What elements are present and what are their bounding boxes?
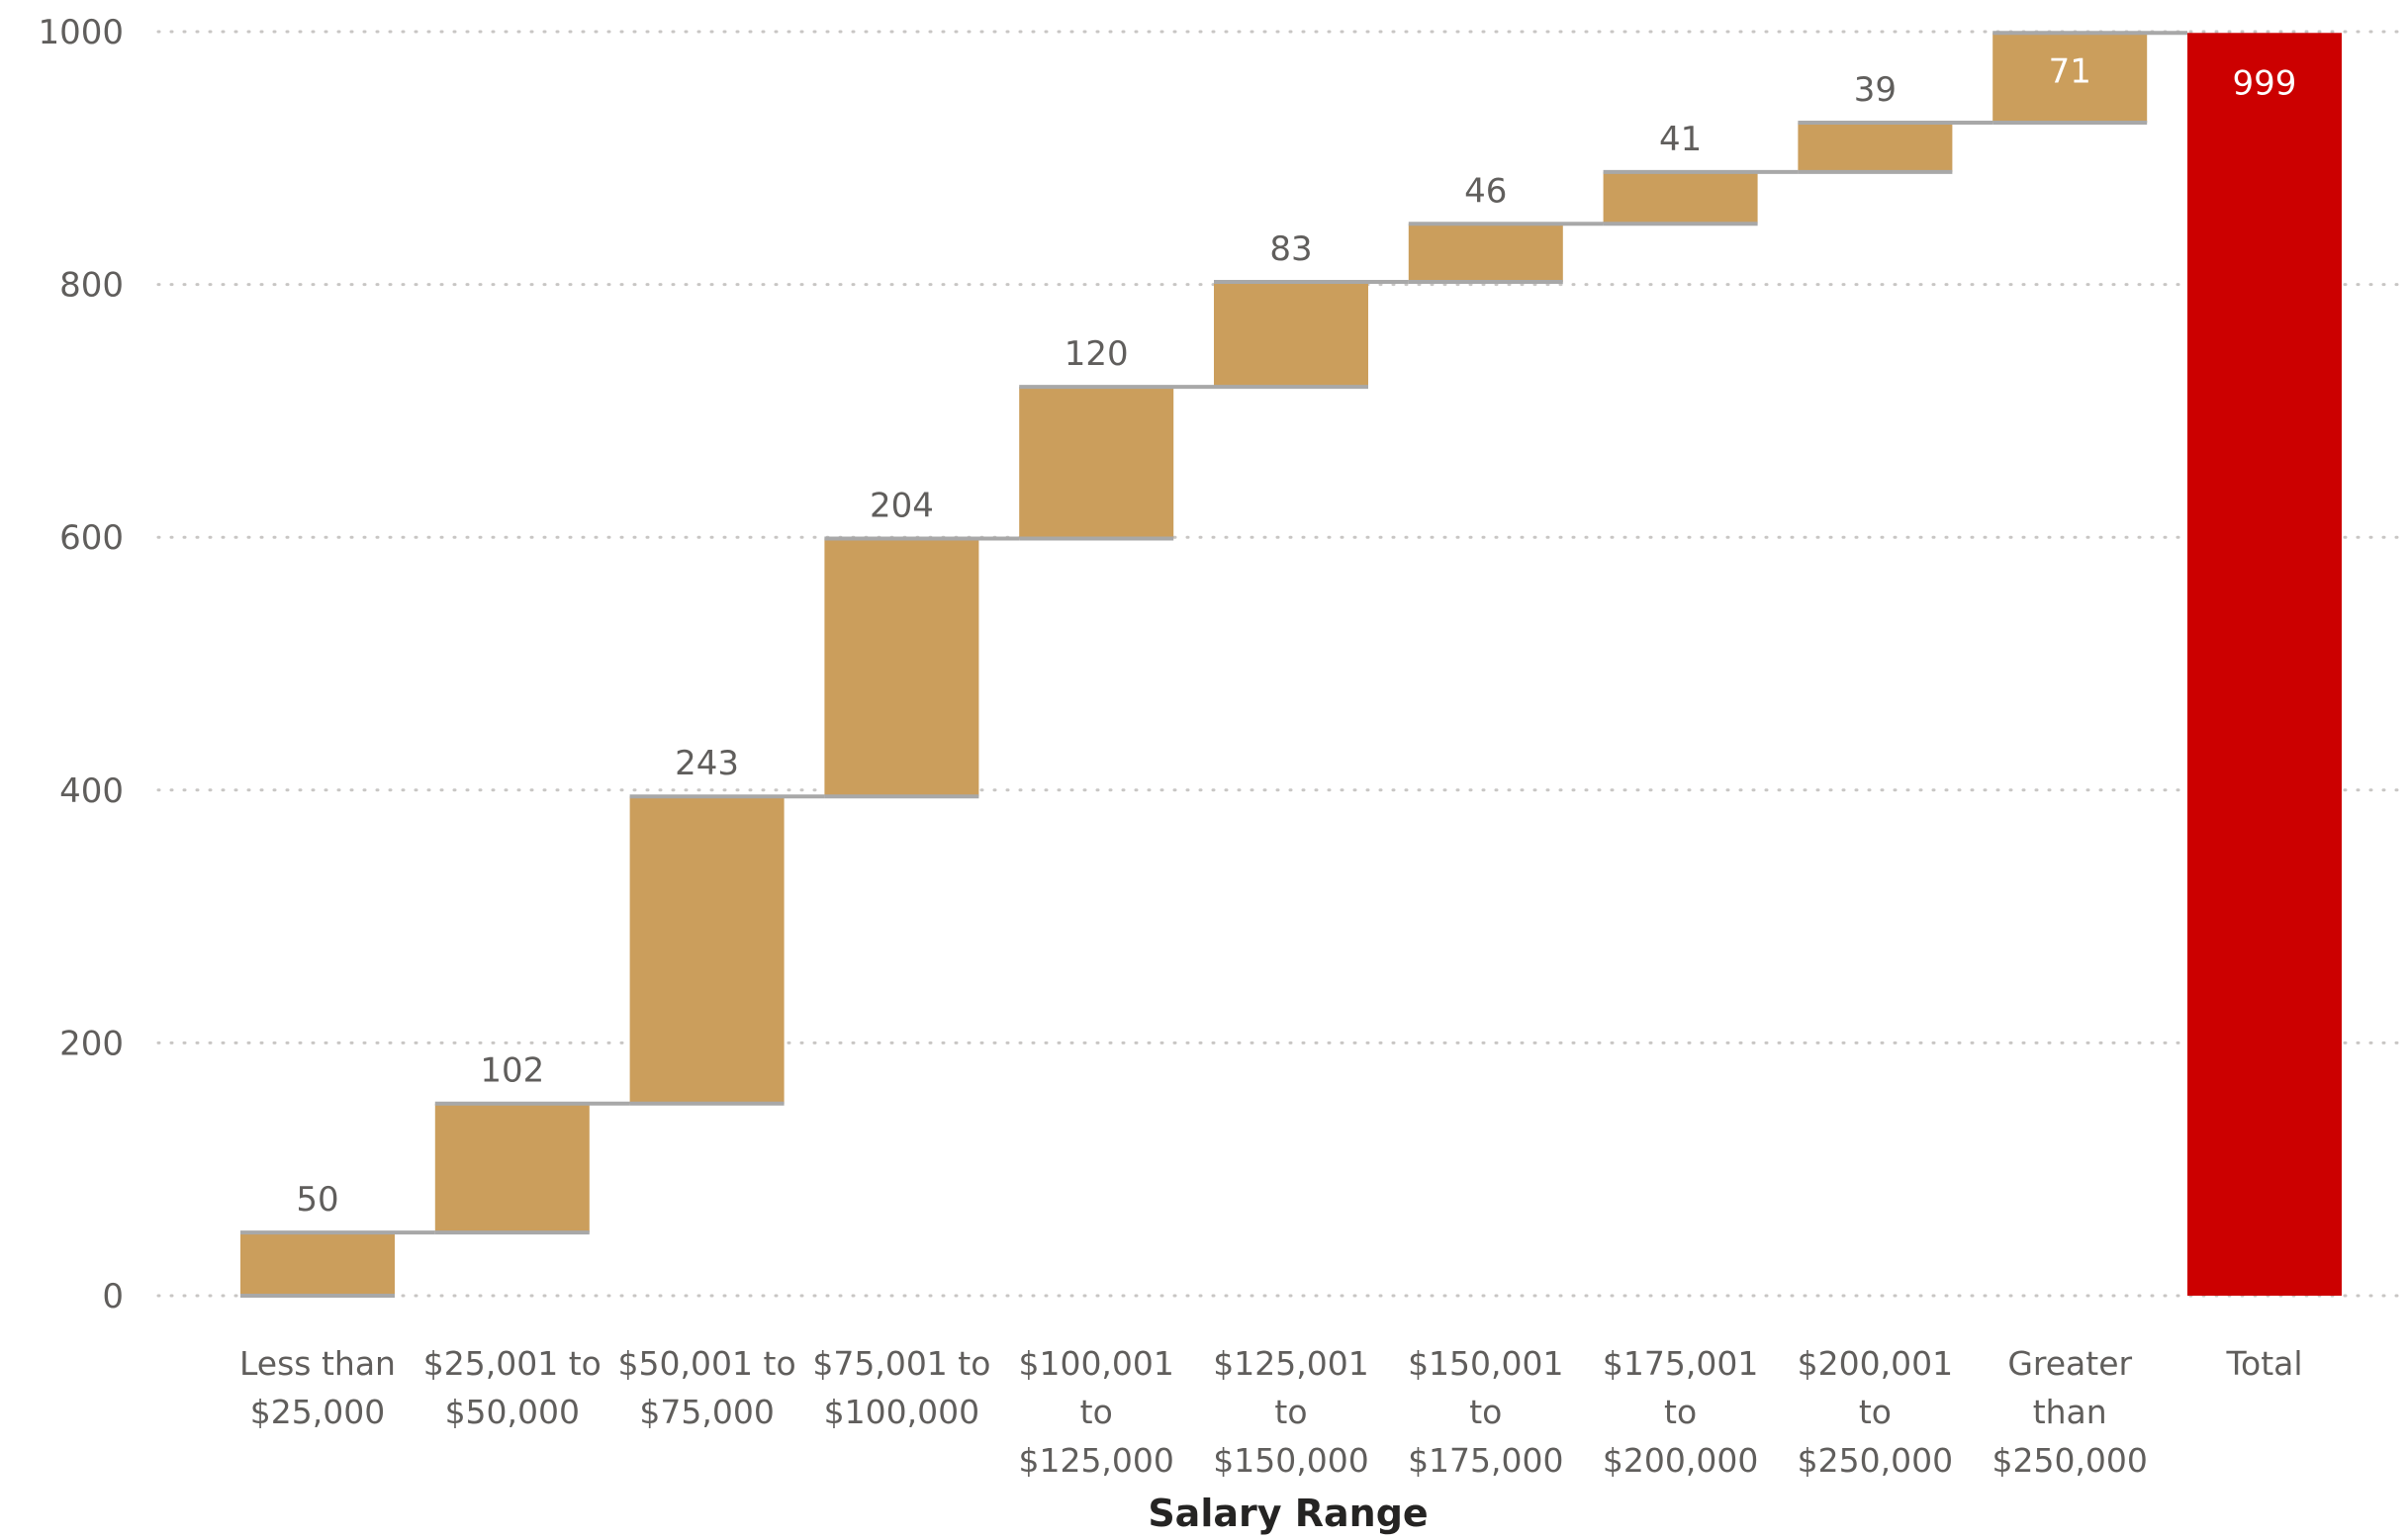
x-tick-label: $75,001 to $100,000 xyxy=(812,1344,990,1431)
x-tick-label: $25,001 to $50,000 xyxy=(423,1344,602,1431)
x-tick-label: $125,001 to $150,000 xyxy=(1213,1344,1368,1480)
x-axis-title: Salary Range xyxy=(1148,1492,1428,1535)
x-tick-label-total: Total xyxy=(2225,1344,2302,1383)
y-tick-label: 1000 xyxy=(38,13,124,52)
waterfall-bar xyxy=(629,796,785,1104)
waterfall-bar xyxy=(1214,282,1368,388)
x-tick-label: Less than $25,000 xyxy=(239,1344,396,1431)
data-label: 46 xyxy=(1464,171,1507,211)
data-label: 243 xyxy=(675,744,739,783)
connectors xyxy=(240,31,2187,1298)
data-label: 41 xyxy=(1659,120,1702,159)
x-axis-ticks: Less than $25,000 $25,001 to $50,000$50,001… xyxy=(239,1344,2303,1480)
x-tick-label: $100,001 to $125,000 xyxy=(1018,1344,1173,1480)
y-tick-label: 200 xyxy=(59,1024,124,1063)
y-axis-ticks: 0 200 400 600 800 1000 xyxy=(38,13,124,1316)
x-tick-label: $200,001 to $250,000 xyxy=(1798,1344,1953,1480)
y-tick-label: 800 xyxy=(59,266,124,306)
waterfall-bar xyxy=(1408,224,1563,283)
x-tick-label: $175,001 to $200,000 xyxy=(1603,1344,1758,1480)
total-data-label: 999 xyxy=(2233,63,2297,103)
data-label: 50 xyxy=(296,1180,338,1220)
waterfall-bar xyxy=(1798,123,1953,172)
y-tick-label: 600 xyxy=(59,518,124,558)
total-bar xyxy=(2187,33,2342,1297)
y-tick-label: 0 xyxy=(102,1277,124,1316)
waterfall-bar xyxy=(1019,387,1174,539)
gridlines xyxy=(156,30,2406,1298)
data-label: 83 xyxy=(1269,229,1312,269)
data-label: 39 xyxy=(1854,70,1897,110)
data-label: 102 xyxy=(480,1051,544,1091)
x-tick-label: Greater than $250,000 xyxy=(1991,1344,2147,1480)
waterfall-bar xyxy=(240,1232,395,1296)
waterfall-bar xyxy=(1992,33,2148,124)
data-label: 204 xyxy=(870,486,934,525)
data-labels: 50 102 243 204 120 83 46 41 39 71 999 xyxy=(296,51,2296,1220)
waterfall-bar xyxy=(824,538,979,797)
x-tick-label: $150,001 to $175,000 xyxy=(1408,1344,1563,1480)
y-tick-label: 400 xyxy=(59,771,124,811)
data-label: 120 xyxy=(1065,334,1129,374)
data-label: 71 xyxy=(2049,51,2091,91)
bars xyxy=(240,33,2342,1297)
x-tick-label: $50,001 to $75,000 xyxy=(618,1344,796,1431)
waterfall-bar xyxy=(1603,171,1758,225)
waterfall-bar xyxy=(434,1103,590,1233)
